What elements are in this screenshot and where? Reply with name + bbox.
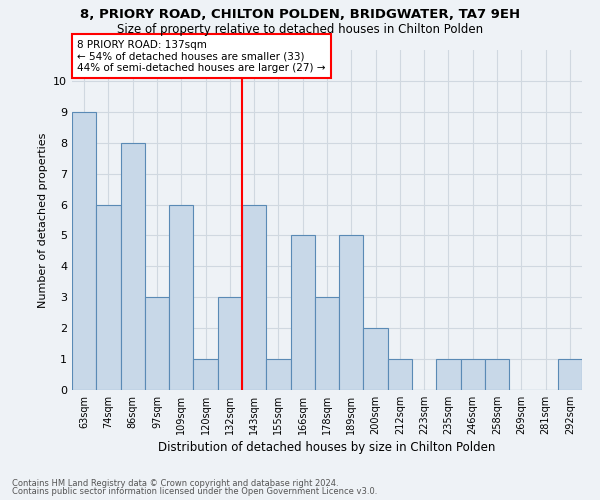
Bar [169,204,193,390]
Bar [193,359,218,390]
Bar [315,298,339,390]
Bar [218,298,242,390]
Bar [339,236,364,390]
Bar [121,142,145,390]
Bar [388,359,412,390]
Y-axis label: Number of detached properties: Number of detached properties [38,132,47,308]
Bar [242,204,266,390]
Bar [485,359,509,390]
Bar [96,204,121,390]
Bar [290,236,315,390]
Bar [436,359,461,390]
Bar [266,359,290,390]
Bar [364,328,388,390]
Bar [72,112,96,390]
Bar [145,298,169,390]
Text: Contains HM Land Registry data © Crown copyright and database right 2024.: Contains HM Land Registry data © Crown c… [12,478,338,488]
Text: Contains public sector information licensed under the Open Government Licence v3: Contains public sector information licen… [12,487,377,496]
Bar [461,359,485,390]
Bar [558,359,582,390]
Text: 8, PRIORY ROAD, CHILTON POLDEN, BRIDGWATER, TA7 9EH: 8, PRIORY ROAD, CHILTON POLDEN, BRIDGWAT… [80,8,520,20]
Text: 8 PRIORY ROAD: 137sqm
← 54% of detached houses are smaller (33)
44% of semi-deta: 8 PRIORY ROAD: 137sqm ← 54% of detached … [77,40,325,73]
X-axis label: Distribution of detached houses by size in Chilton Polden: Distribution of detached houses by size … [158,441,496,454]
Text: Size of property relative to detached houses in Chilton Polden: Size of property relative to detached ho… [117,22,483,36]
